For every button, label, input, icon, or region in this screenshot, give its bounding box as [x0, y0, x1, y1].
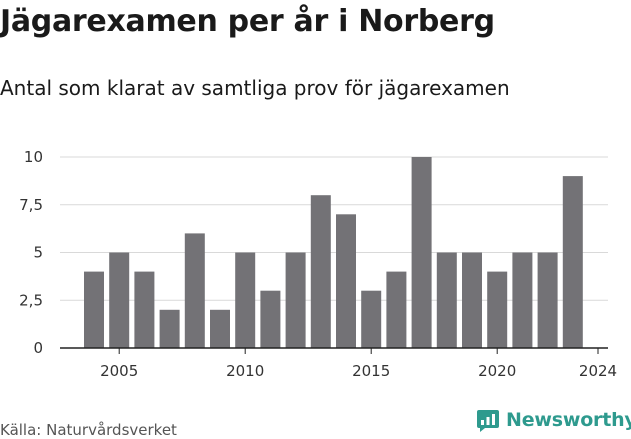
brand-name: Newsworthy	[506, 409, 631, 431]
x-tick-label: 2005	[100, 362, 138, 380]
y-tick-label: 5	[33, 244, 43, 262]
bar	[159, 309, 180, 348]
newsworthy-logo-icon	[477, 410, 499, 432]
x-tick-label: 2015	[352, 362, 390, 380]
x-tick-label: 2020	[478, 362, 516, 380]
bar	[487, 271, 508, 348]
bar	[462, 252, 482, 348]
source-note: Källa: Naturvårdsverket	[0, 421, 177, 439]
x-tick-label: 2024	[579, 362, 617, 380]
bar	[235, 252, 256, 348]
bar	[84, 271, 104, 348]
bar	[361, 290, 382, 348]
bar	[411, 157, 432, 348]
bar	[310, 195, 331, 348]
y-tick-label: 7,5	[19, 196, 43, 214]
y-tick-label: 10	[24, 148, 43, 166]
bar	[336, 214, 356, 348]
y-tick-label: 2,5	[19, 291, 43, 309]
bar-chart: 0 2,5 5 7,5 10 9 2005 2010 2015 2020 2024	[19, 0, 617, 380]
bar	[562, 176, 583, 348]
bar	[260, 290, 281, 348]
chart-subtitle: Antal som klarat av samtliga prov för jä…	[0, 76, 510, 100]
chart-title: Jägarexamen per år i Norberg	[0, 4, 495, 39]
bar	[184, 233, 205, 348]
bar	[386, 271, 407, 348]
data-label: 9	[593, 0, 603, 4]
bar	[436, 252, 457, 348]
bar	[512, 252, 533, 348]
bar	[285, 252, 306, 348]
bar	[109, 252, 130, 348]
bar	[210, 309, 230, 348]
bar	[537, 252, 558, 348]
brand-logo[interactable]: Newsworthy	[476, 408, 631, 432]
bar	[134, 271, 155, 348]
y-tick-label: 0	[33, 339, 43, 357]
x-tick-label: 2010	[226, 362, 264, 380]
